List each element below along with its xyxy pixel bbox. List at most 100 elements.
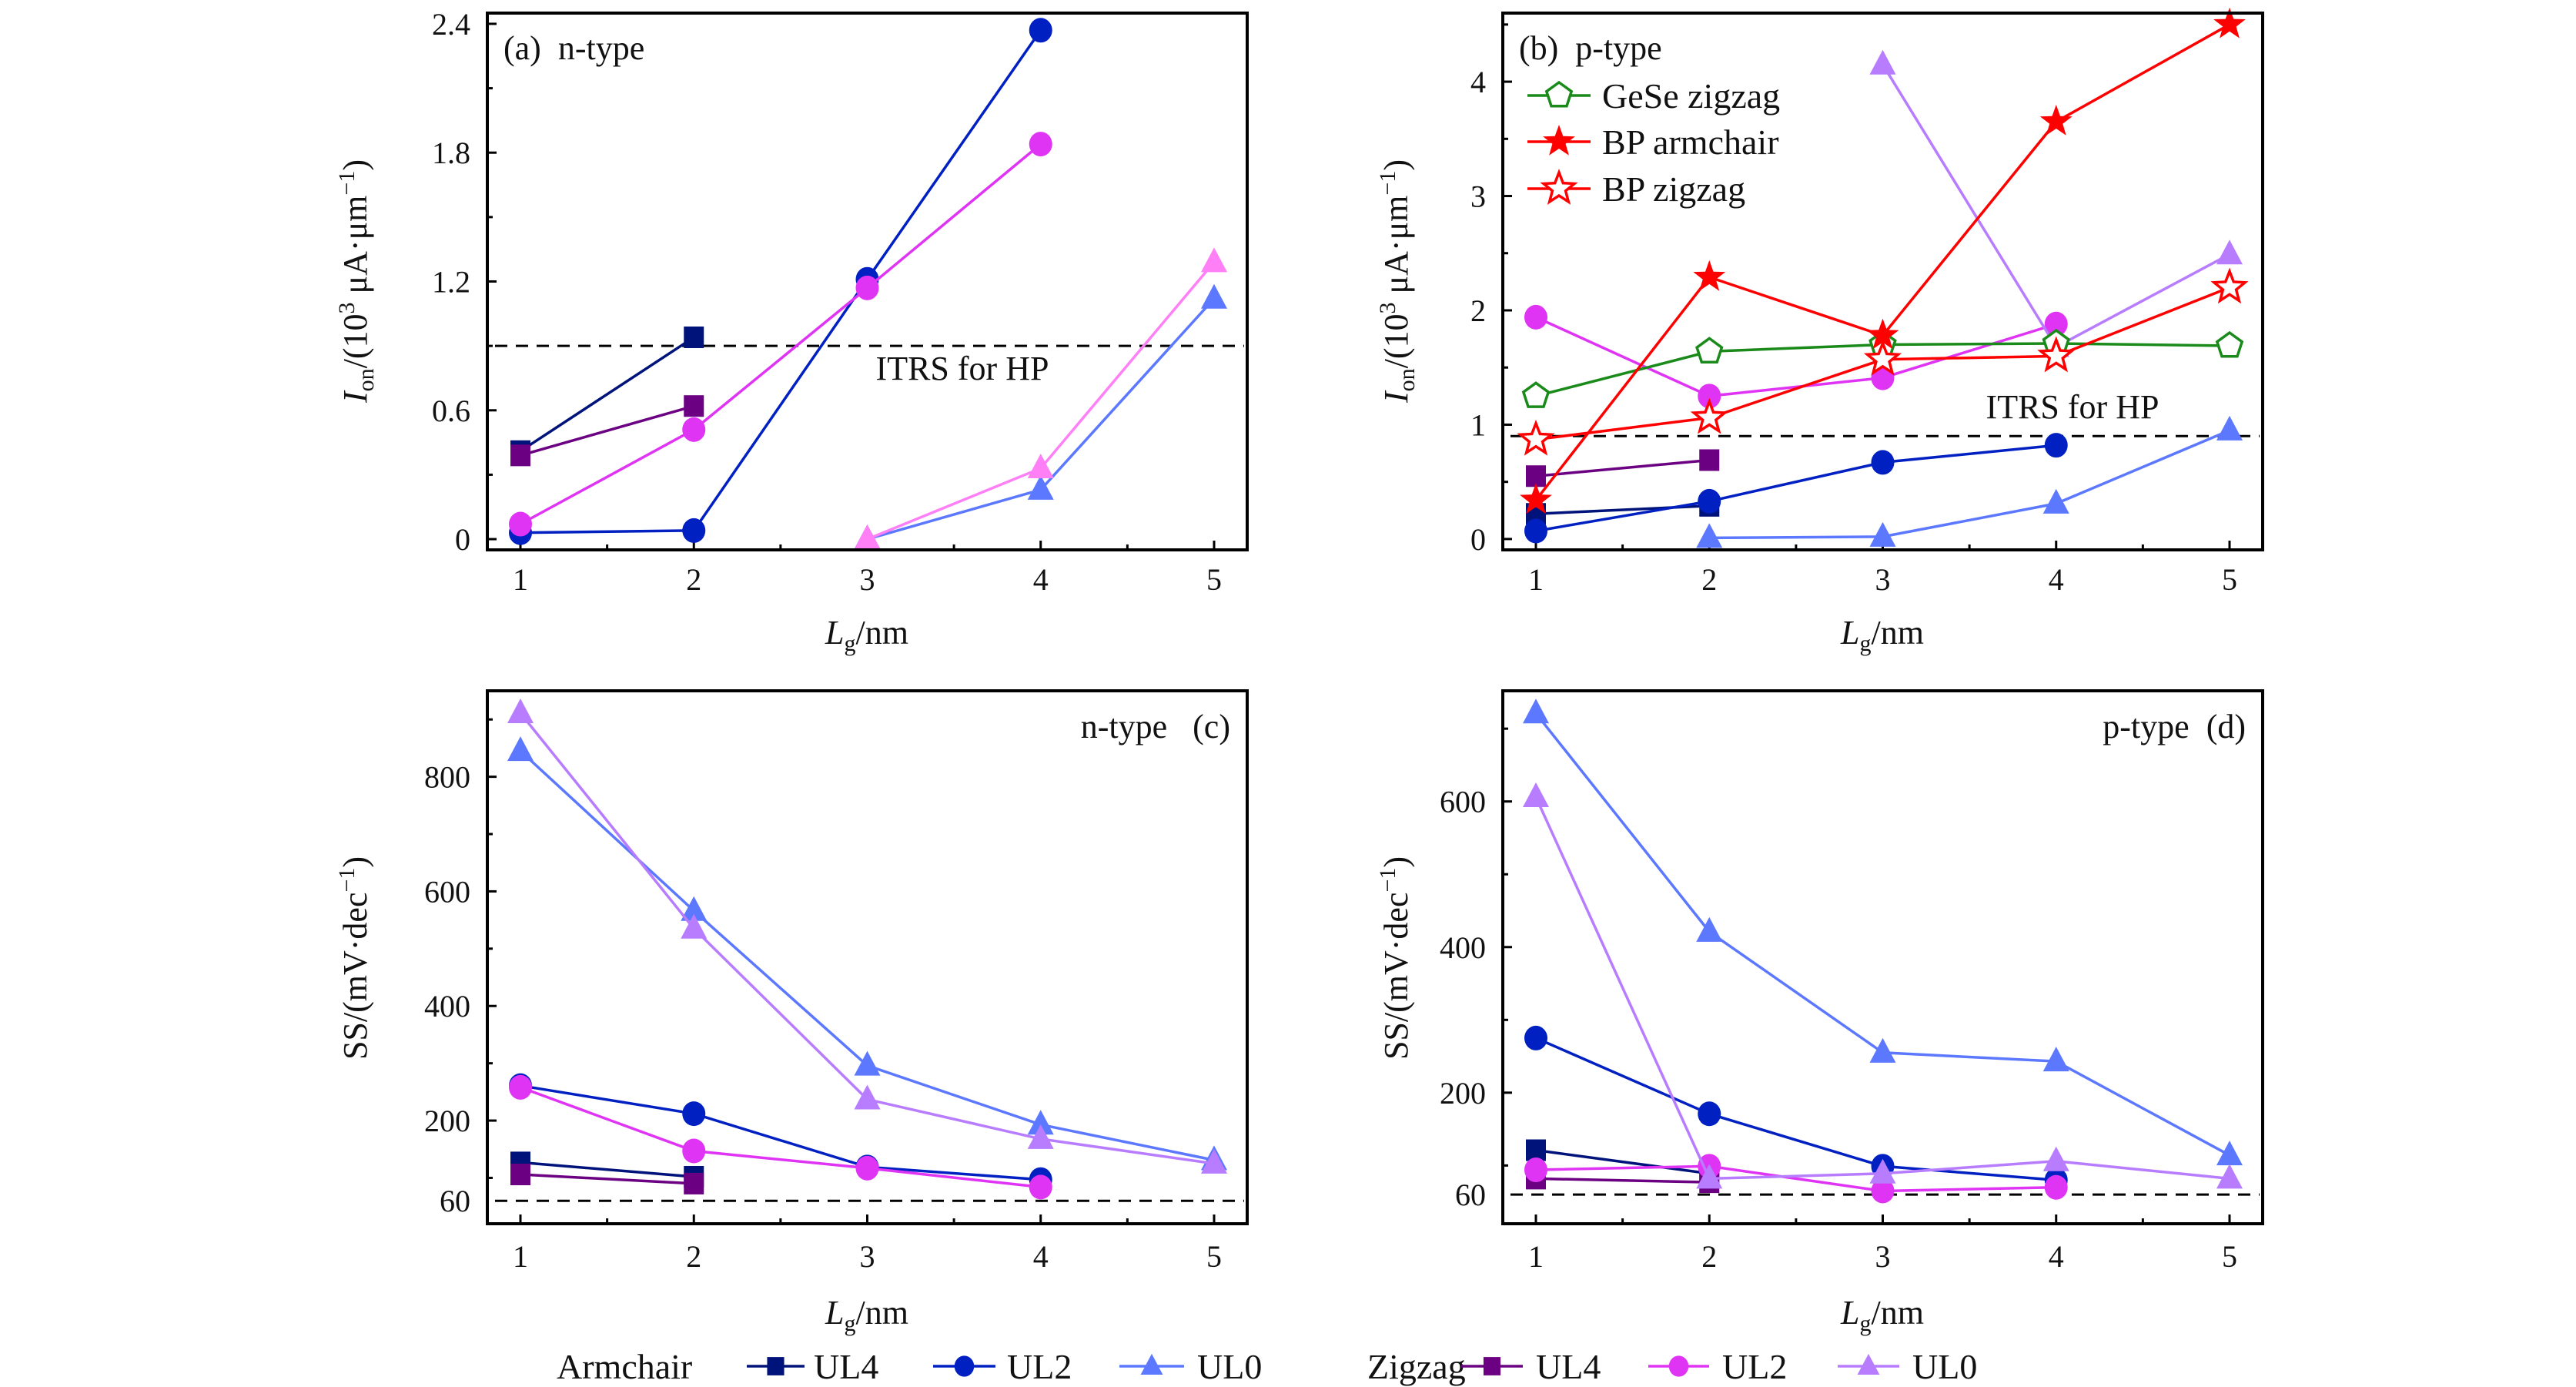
- x-tick-label: 2: [686, 562, 701, 597]
- series-line: [1535, 1164, 2056, 1193]
- marker-pentagon: [1521, 381, 1551, 408]
- plot-frame: [486, 689, 1249, 1225]
- y-tick-label: 0.6: [432, 394, 470, 428]
- marker-pentagon: [1544, 80, 1574, 108]
- x-tick-label: 4: [1033, 1239, 1049, 1274]
- series-zigzag-ul4: [510, 1164, 704, 1194]
- plot-frame: [1501, 689, 2264, 1225]
- x-tick-label: 4: [2049, 562, 2064, 597]
- x-tick-label: 2: [1701, 562, 1717, 597]
- marker-circle: [682, 518, 706, 543]
- marker-triangle: [1869, 1158, 1896, 1184]
- series-line: [1709, 429, 2230, 540]
- marker-circle: [1524, 1158, 1547, 1183]
- y-tick-label: 800: [424, 760, 470, 795]
- series-line: [520, 1173, 694, 1185]
- chart-panel-c: 1 2 3 4 5 60 200 400 600 800: [424, 689, 1249, 1274]
- series-line: [1534, 796, 2230, 1181]
- marker-triangle: [1869, 49, 1896, 75]
- chart-panel-a: 1 2 3 4 5 0 0.6 1.2 1.8 2.4: [432, 7, 1249, 597]
- legend-item-zigzag-ul2: UL2: [1648, 1347, 1787, 1386]
- y-tick-label: 3: [1470, 179, 1486, 214]
- marker-circle: [2044, 433, 2068, 458]
- ylabel-d: SS/(mV·dec−1): [1375, 856, 1415, 1060]
- legend-zigzag-label: Zigzag: [1367, 1347, 1466, 1386]
- x-tick-label: 1: [1528, 1239, 1544, 1274]
- series-line: [1534, 712, 2230, 1157]
- marker-triangle: [1696, 1164, 1723, 1189]
- marker-pentagon: [2215, 330, 2244, 358]
- marker-square: [684, 326, 704, 348]
- marker-triangle: [854, 1084, 881, 1110]
- legend-armchair-label: Armchair: [557, 1347, 692, 1386]
- xlabel-d: Lg/nm: [1840, 1294, 1924, 1336]
- svg-text:UL4: UL4: [1536, 1347, 1601, 1386]
- itrs-label-a: ITRS for HP: [876, 350, 1049, 387]
- marker-star: [2213, 7, 2246, 39]
- series-line: [867, 297, 1216, 541]
- y-tick-label: 2.4: [432, 7, 470, 42]
- marker-circle: [1871, 1178, 1895, 1204]
- marker-circle: [509, 1074, 532, 1100]
- series-line: [1535, 1177, 1710, 1184]
- marker-circle: [1698, 384, 1721, 409]
- chart-panel-d: 1 2 3 4 5 60 200 400 600: [1440, 689, 2264, 1274]
- y-tick-label: 200: [424, 1104, 470, 1138]
- y-tick-label: 400: [1440, 930, 1486, 965]
- marker-triangle: [2216, 1164, 2243, 1189]
- svg-text:SS/(mV·dec−1): SS/(mV·dec−1): [334, 856, 374, 1060]
- marker-star-open: [1540, 169, 1578, 205]
- marker-triangle: [1027, 1110, 1054, 1135]
- marker-circle: [855, 275, 879, 300]
- marker-triangle: [1869, 1037, 1896, 1063]
- y-tick-label: 200: [1440, 1076, 1486, 1111]
- series-bp-zigzag: [1517, 267, 2249, 456]
- marker-square: [510, 444, 530, 467]
- ylabel-b: Ion/(103 μA·μm−1): [1375, 159, 1420, 404]
- legend-bottom: Armchair UL4 UL2 UL0 Zigzag UL4 UL2 UL0: [557, 1347, 1977, 1386]
- marker-star-open: [1690, 397, 1728, 434]
- marker-triangle: [1523, 699, 1549, 724]
- marker-triangle: [2216, 1141, 2243, 1166]
- marker-circle: [1029, 18, 1052, 43]
- marker-square: [1483, 1357, 1501, 1375]
- marker-square: [1699, 449, 1720, 471]
- series-zigzag-ul4: [1526, 449, 1720, 487]
- marker-star-open: [2210, 267, 2249, 304]
- series-armchair-ul2: [509, 1073, 1052, 1192]
- marker-star: [1693, 260, 1726, 291]
- series-bp-armchair: [1520, 7, 2246, 514]
- marker-square: [1526, 1139, 1546, 1161]
- xlabel-b: Lg/nm: [1840, 614, 1924, 656]
- legend-b: GeSe zigzag BP armchair BP zigzag: [1527, 76, 1780, 209]
- svg-text:BP armchair: BP armchair: [1602, 122, 1779, 162]
- itrs-label-b: ITRS for HP: [1986, 388, 2159, 426]
- marker-triangle: [2042, 1146, 2069, 1171]
- series-line: [1535, 458, 1710, 477]
- marker-circle: [1524, 1025, 1547, 1050]
- legend-item-zigzag-ul4: UL4: [1461, 1347, 1601, 1386]
- legend-item-armchair-ul2: UL2: [933, 1347, 1072, 1386]
- marker-star: [1543, 125, 1575, 156]
- y-tick-label: 60: [1455, 1178, 1486, 1212]
- marker-triangle: [507, 699, 534, 724]
- series-zigzag-ul0: [507, 699, 1227, 1174]
- series-armchair-ul2: [509, 18, 1052, 545]
- series-zigzag-ul0: [1523, 782, 2243, 1189]
- marker-circle: [1698, 488, 1721, 514]
- marker-triangle: [2042, 1047, 2069, 1072]
- marker-star-open: [1863, 339, 1902, 376]
- legend-item-armchair-ul4: UL4: [747, 1347, 878, 1386]
- x-tick-label: 5: [2222, 1239, 2237, 1274]
- y-tick-label: 2: [1470, 293, 1486, 328]
- x-tick-label: 2: [686, 1239, 701, 1274]
- marker-triangle: [681, 913, 708, 939]
- panel-label-a: (a) n-type: [503, 29, 644, 67]
- plot-frame: [1501, 12, 2264, 551]
- series-line: [1535, 444, 2056, 533]
- marker-square: [684, 1172, 704, 1194]
- svg-text:GeSe zigzag: GeSe zigzag: [1602, 76, 1780, 116]
- marker-triangle: [1523, 782, 1549, 808]
- y-tick-label: 400: [424, 989, 470, 1023]
- marker-star-open: [1517, 419, 1555, 456]
